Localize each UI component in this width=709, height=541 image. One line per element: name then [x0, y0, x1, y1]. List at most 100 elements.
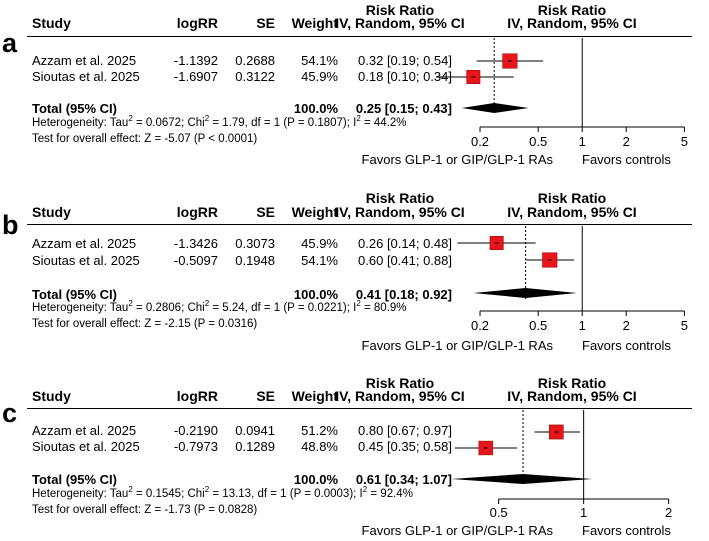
study-logrr: -1.6907	[173, 69, 218, 84]
study-logrr: -0.2190	[173, 423, 218, 438]
study-logrr: -1.3426	[173, 236, 218, 251]
total-weight: 100.0%	[293, 287, 338, 302]
study-se: 0.3122	[235, 69, 275, 84]
header-study: Study	[32, 15, 71, 31]
header-weight: Weight	[291, 204, 338, 220]
header-rule	[27, 408, 692, 409]
x-tick-label: 2	[665, 505, 672, 520]
header-logrr: logRR	[176, 15, 218, 31]
header-study: Study	[32, 388, 71, 404]
panel-letter: b	[2, 210, 19, 240]
total-rr: 0.61 [0.34; 1.07]	[355, 472, 452, 487]
x-tick-label: 0.5	[529, 134, 547, 149]
header-logrr: logRR	[176, 204, 218, 220]
favors-left-label: Favors GLP-1 or GIP/GLP-1 RAs	[361, 152, 553, 167]
favors-right-label: Favors controls	[582, 338, 671, 353]
study-logrr: -0.5097	[173, 253, 218, 268]
pooled-diamond	[461, 103, 529, 113]
header-rule	[27, 224, 692, 225]
header-se: SE	[256, 204, 275, 220]
x-tick-label: 5	[681, 134, 688, 149]
x-tick-label: 0.5	[529, 318, 547, 333]
header-study: Study	[32, 204, 71, 220]
header-rr-line2: IV, Random, 95% CI	[335, 388, 465, 404]
header-se: SE	[256, 388, 275, 404]
heterogeneity-text: Heterogeneity: Tau2 = 0.1545; Chi2 = 13.…	[32, 485, 413, 500]
study-name: Sioutas et al. 2025	[32, 439, 140, 454]
study-weight: 48.8%	[301, 439, 338, 454]
header-weight: Weight	[291, 388, 338, 404]
panel-letter: c	[2, 398, 18, 428]
total-label: Total (95% CI)	[32, 472, 117, 487]
pooled-diamond	[473, 288, 577, 298]
x-tick-label: 5	[681, 318, 688, 333]
forest-panel-a: a Study logRR SE Weight Risk Ratio IV, R…	[0, 0, 709, 175]
header-rr-line1: Risk Ratio	[365, 375, 435, 391]
overall-effect-test: Test for overall effect: Z = -1.73 (P = …	[32, 504, 258, 516]
header-plot-line2: IV, Random, 95% CI	[507, 388, 637, 404]
study-weight: 45.9%	[301, 236, 338, 251]
study-weight: 54.1%	[301, 253, 338, 268]
header-plot-line1: Risk Ratio	[537, 2, 607, 18]
x-tick-label: 2	[623, 134, 630, 149]
study-name: Azzam et al. 2025	[32, 423, 137, 438]
study-rr: 0.26 [0.14; 0.48]	[358, 236, 452, 251]
total-rr: 0.41 [0.18; 0.92]	[355, 287, 452, 302]
favors-left-label: Favors GLP-1 or GIP/GLP-1 RAs	[361, 523, 553, 538]
favors-right-label: Favors controls	[582, 152, 671, 167]
header-se: SE	[256, 15, 275, 31]
forest-panel-c: c Study logRR SE Weight Risk Ratio IV, R…	[0, 364, 709, 541]
header-logrr: logRR	[176, 388, 218, 404]
total-weight: 100.0%	[293, 101, 338, 116]
header-plot-line2: IV, Random, 95% CI	[507, 15, 637, 31]
study-name: Sioutas et al. 2025	[32, 69, 140, 84]
study-rr: 0.18 [0.10; 0.34]	[358, 69, 452, 84]
header-rr-line1: Risk Ratio	[365, 190, 435, 206]
pooled-diamond	[451, 474, 592, 484]
header-rr-line2: IV, Random, 95% CI	[335, 15, 465, 31]
forest-plot-b: 0.2 0.5 1 2 5	[457, 226, 688, 333]
x-tick-label: 1	[579, 318, 586, 333]
forest-plot-a: 0.2 0.5 1 2 5	[436, 38, 688, 149]
header-rr-line2: IV, Random, 95% CI	[335, 204, 465, 220]
study-logrr: -0.7973	[173, 439, 218, 454]
study-name: Azzam et al. 2025	[32, 236, 137, 251]
x-tick-label: 0.2	[471, 134, 489, 149]
header-plot-line2: IV, Random, 95% CI	[507, 204, 637, 220]
x-tick-label: 2	[623, 318, 630, 333]
panel-letter: a	[2, 28, 18, 58]
heterogeneity-text: Heterogeneity: Tau2 = 0.2806; Chi2 = 5.2…	[32, 299, 407, 314]
overall-effect-test: Test for overall effect: Z = -5.07 (P < …	[32, 133, 258, 145]
total-label: Total (95% CI)	[32, 287, 117, 302]
x-tick-label: 1	[579, 134, 586, 149]
x-tick-label: 1	[580, 505, 587, 520]
header-plot-line1: Risk Ratio	[537, 190, 607, 206]
study-name: Azzam et al. 2025	[32, 53, 137, 68]
study-logrr: -1.1392	[173, 53, 218, 68]
study-weight: 54.1%	[301, 53, 338, 68]
favors-left-label: Favors GLP-1 or GIP/GLP-1 RAs	[361, 338, 553, 353]
heterogeneity-text: Heterogeneity: Tau2 = 0.0672; Chi2 = 1.7…	[32, 114, 407, 129]
total-label: Total (95% CI)	[32, 101, 117, 116]
study-rr: 0.80 [0.67; 0.97]	[358, 423, 452, 438]
study-se: 0.0941	[235, 423, 275, 438]
study-weight: 51.2%	[301, 423, 338, 438]
total-weight: 100.0%	[293, 472, 338, 487]
header-plot-line1: Risk Ratio	[537, 375, 607, 391]
study-se: 0.2688	[235, 53, 275, 68]
x-tick-label: 0.5	[490, 505, 508, 520]
header-weight: Weight	[291, 15, 338, 31]
study-rr: 0.60 [0.41; 0.88]	[358, 253, 452, 268]
forest-plot-c: 0.5 1 2	[451, 410, 672, 520]
study-se: 0.1948	[235, 253, 275, 268]
study-weight: 45.9%	[301, 69, 338, 84]
study-rr: 0.32 [0.19; 0.54]	[358, 53, 452, 68]
overall-effect-test: Test for overall effect: Z = -2.15 (P = …	[32, 318, 258, 330]
study-se: 0.3073	[235, 236, 275, 251]
total-rr: 0.25 [0.15; 0.43]	[355, 101, 452, 116]
favors-right-label: Favors controls	[582, 523, 671, 538]
study-rr: 0.45 [0.35; 0.58]	[358, 439, 452, 454]
study-se: 0.1289	[235, 439, 275, 454]
header-rule	[27, 36, 692, 37]
header-rr-line1: Risk Ratio	[365, 2, 435, 18]
